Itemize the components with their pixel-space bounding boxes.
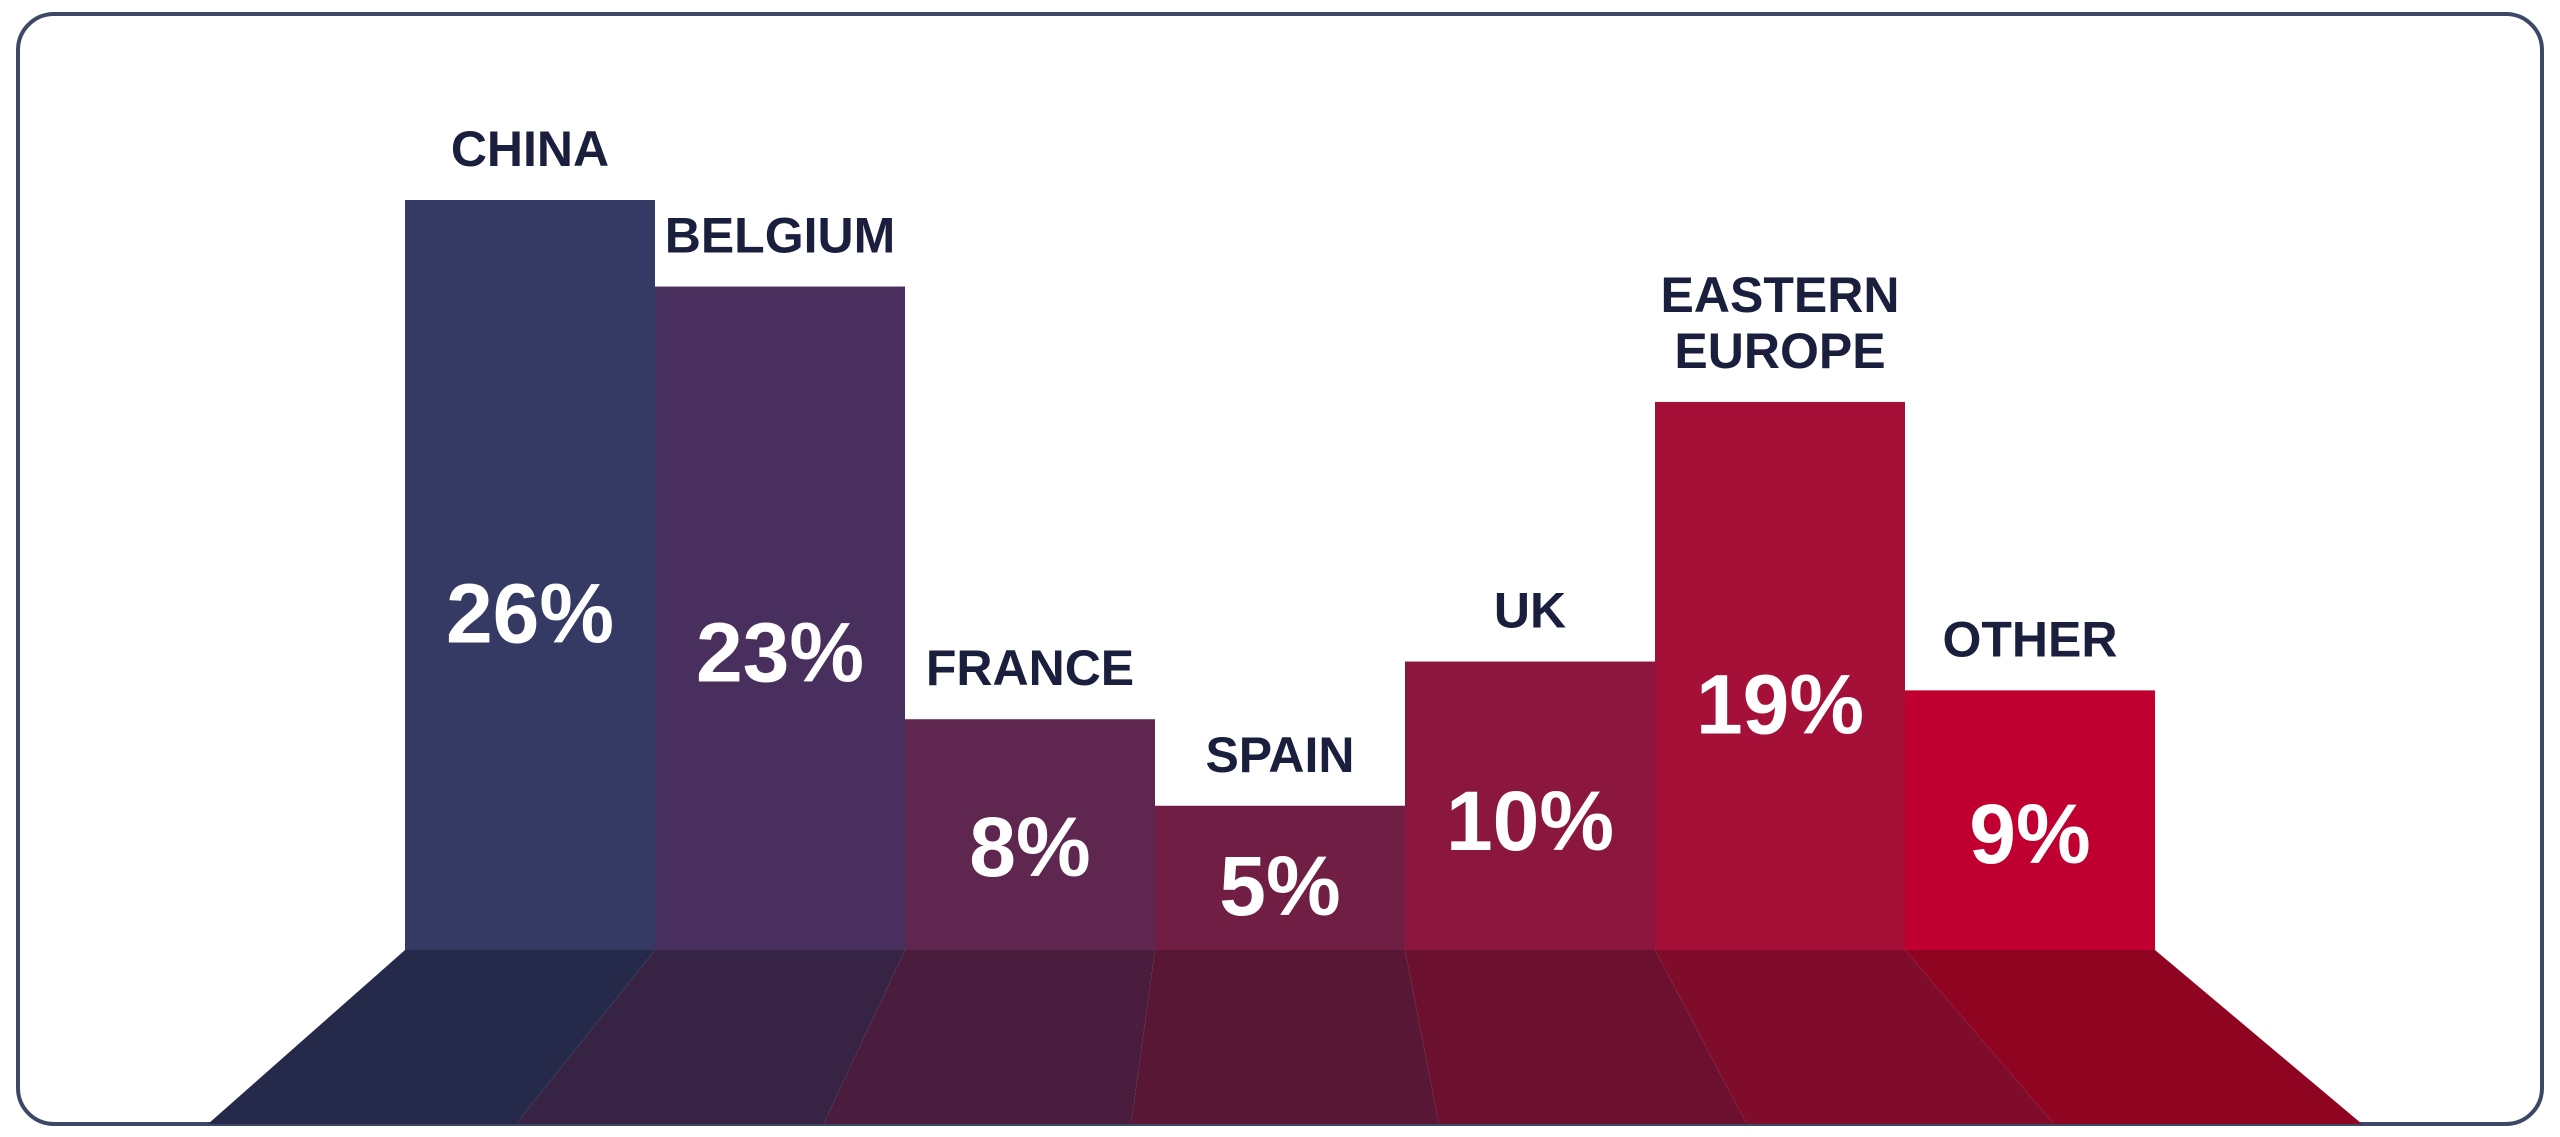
floor-segment-other [1905,950,2362,1124]
value-label-france: 8% [969,800,1090,894]
bar-other [1905,690,2155,950]
category-label-china: CHINA [451,121,609,177]
bars-group [405,200,2155,950]
bar-france [905,719,1155,950]
floor-segment-spain [1131,950,1439,1124]
category-label-uk: UK [1494,583,1566,639]
bar-belgium [655,286,905,950]
category-label-france: FRANCE [926,640,1134,696]
floor-segment-france [823,950,1155,1124]
chart-floor [208,950,2362,1124]
labels-group: 26% CHINA 23% BELGIUM 8% FRANCE 5% SPAIN 10% UK 19… [446,121,2118,933]
bar-spain [1155,805,1405,950]
category-label-belgium: BELGIUM [665,208,896,264]
value-label-china: 26% [446,567,614,661]
bar-china [405,200,655,950]
floor-segment-belgium [515,950,905,1124]
value-label-eastern-europe: 19% [1696,657,1864,751]
value-label-other: 9% [1969,787,2090,881]
bar-eastern-europe [1655,401,1905,950]
floor-segment-uk [1405,950,1747,1124]
category-label-spain: SPAIN [1205,727,1354,783]
category-label-other: OTHER [1943,611,2118,667]
floor-segment-china [208,950,655,1124]
value-label-belgium: 23% [696,605,864,699]
value-label-uk: 10% [1446,774,1614,868]
value-label-spain: 5% [1219,839,1340,933]
category-label-eastern-europe-line-2: EUROPE [1674,323,1885,379]
bar-uk [1405,661,1655,950]
floor-segment-eastern-europe [1655,950,2055,1124]
category-label-eastern-europe-line-1: EASTERN [1661,267,1900,323]
